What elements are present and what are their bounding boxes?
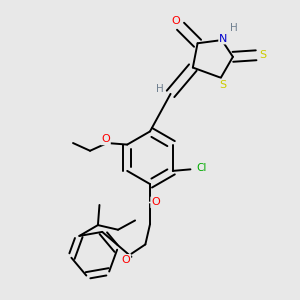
Text: O: O	[151, 197, 160, 207]
Text: S: S	[260, 50, 266, 60]
Text: S: S	[220, 80, 227, 90]
Text: H: H	[230, 23, 237, 33]
Text: O: O	[101, 134, 110, 144]
Text: Cl: Cl	[196, 164, 207, 173]
Text: O: O	[122, 255, 130, 265]
Text: N: N	[219, 34, 227, 44]
Text: H: H	[157, 84, 164, 94]
Text: O: O	[172, 16, 180, 26]
